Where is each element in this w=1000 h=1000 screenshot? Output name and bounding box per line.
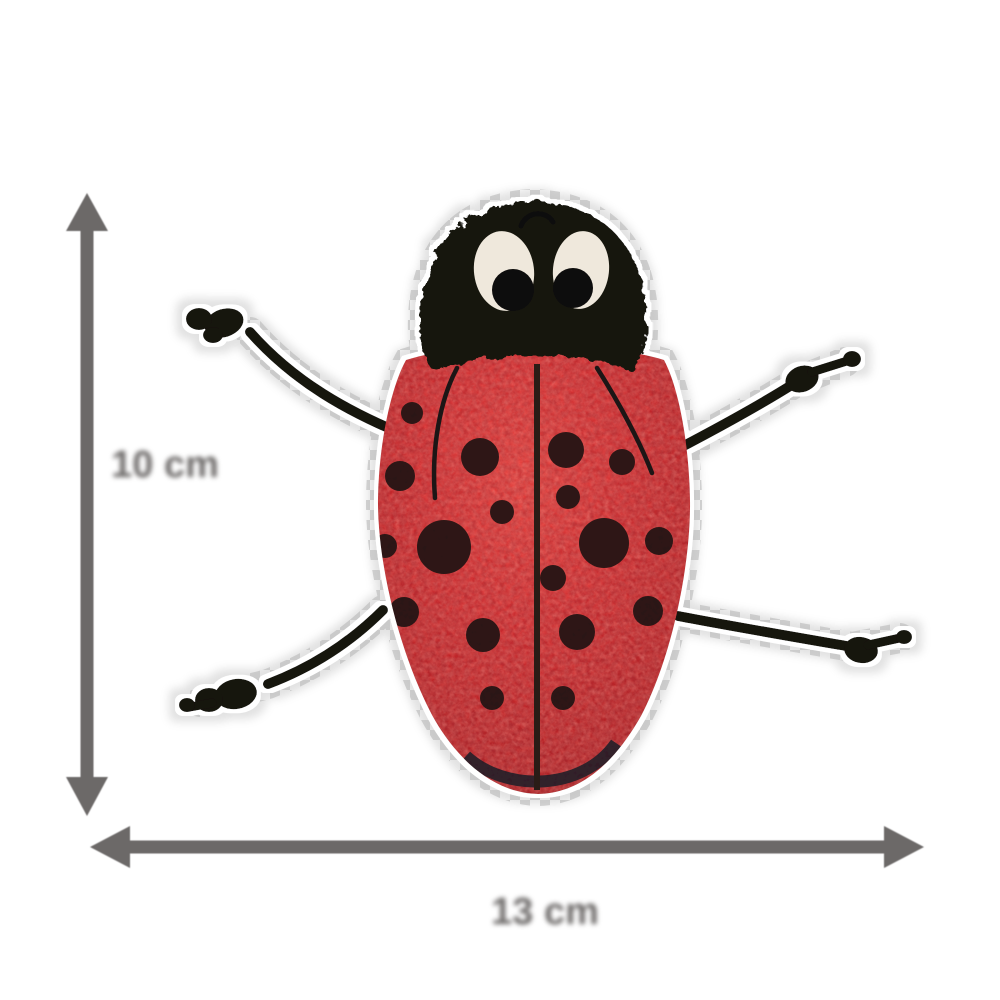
- arrowhead-right: [884, 826, 924, 868]
- right-pupil: [553, 268, 593, 308]
- body-spot: [401, 402, 423, 424]
- antenna-left: [431, 365, 460, 501]
- ladybug-legs: [179, 308, 912, 712]
- body-spot: [559, 614, 595, 650]
- arrowhead-up: [66, 193, 108, 231]
- body-spot: [540, 565, 566, 591]
- height-dimension-label: 10 cm: [111, 444, 219, 486]
- leg-lower-right: [673, 611, 912, 664]
- dimension-annotations: 10 cm 13 cm: [66, 193, 924, 933]
- leg-lower-left: [179, 605, 388, 712]
- body-spot: [389, 597, 419, 627]
- body-spot: [579, 518, 629, 568]
- body-spot: [556, 485, 580, 509]
- body-spot: [645, 527, 673, 555]
- height-dimension-line: [66, 193, 108, 816]
- body-spot: [609, 449, 635, 475]
- body-spot: [480, 686, 504, 710]
- body-spot: [548, 432, 584, 468]
- eyes: [473, 231, 610, 311]
- leg-upper-left: [186, 308, 405, 438]
- body-spot: [385, 461, 415, 491]
- body-underside-shadow: [461, 739, 621, 788]
- width-dimension-label: 13 cm: [491, 891, 599, 933]
- body-spot: [417, 520, 471, 574]
- width-dimension-line: [90, 826, 924, 868]
- ladybug-toy: [179, 201, 912, 794]
- leg-upper-right: [667, 351, 861, 457]
- arrowhead-down: [66, 777, 108, 816]
- ladybug-head: [419, 201, 647, 371]
- body-spot: [461, 438, 499, 476]
- body-spot: [633, 596, 663, 626]
- body-spot: [466, 618, 500, 652]
- ladybug-body: [377, 345, 691, 794]
- forehead-curl: [518, 211, 556, 229]
- left-pupil: [492, 269, 534, 311]
- antenna-right: [594, 365, 655, 476]
- body-spot: [490, 500, 514, 524]
- body-spot: [551, 686, 575, 710]
- body-spots: [377, 402, 673, 710]
- arrowhead-left: [90, 826, 130, 868]
